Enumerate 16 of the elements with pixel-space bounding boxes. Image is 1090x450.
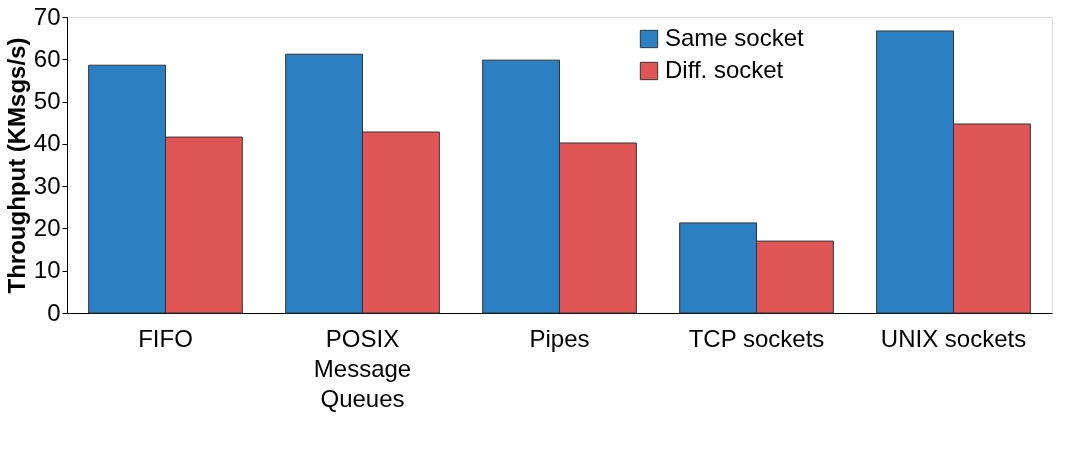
y-tick-label: 20 <box>33 213 61 241</box>
x-tick-label: UNIX sockets <box>880 324 1027 352</box>
legend-label: Diff. socket <box>665 56 784 83</box>
x-tick-label: Pipes <box>529 324 590 352</box>
y-tick-label: 50 <box>33 87 61 115</box>
y-tick-label: 40 <box>33 129 61 157</box>
y-axis-title: Throughput (KMsgs/s) <box>2 37 30 294</box>
x-tick-label: POSIX Message Queues <box>313 324 412 412</box>
y-tick-label: 70 <box>33 2 61 30</box>
y-tick-label: 0 <box>47 298 61 326</box>
y-tick-label: 30 <box>33 171 61 199</box>
x-tick-label: FIFO <box>138 324 193 352</box>
legend-label: Same socket <box>665 24 805 51</box>
x-tick-label: TCP sockets <box>688 324 825 352</box>
y-tick-label: 60 <box>33 44 61 72</box>
y-tick-label: 10 <box>33 256 61 284</box>
